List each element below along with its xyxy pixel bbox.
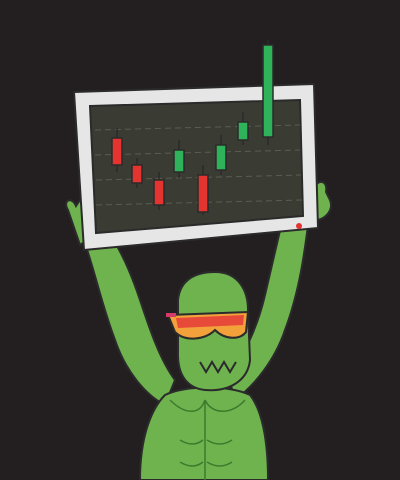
monitor-screen	[88, 98, 305, 235]
power-light	[296, 223, 302, 229]
sunglasses-arm	[166, 313, 176, 317]
mouth	[199, 360, 237, 374]
sunglasses-shine	[176, 315, 244, 328]
abs	[169, 399, 246, 480]
candles	[111, 40, 274, 215]
